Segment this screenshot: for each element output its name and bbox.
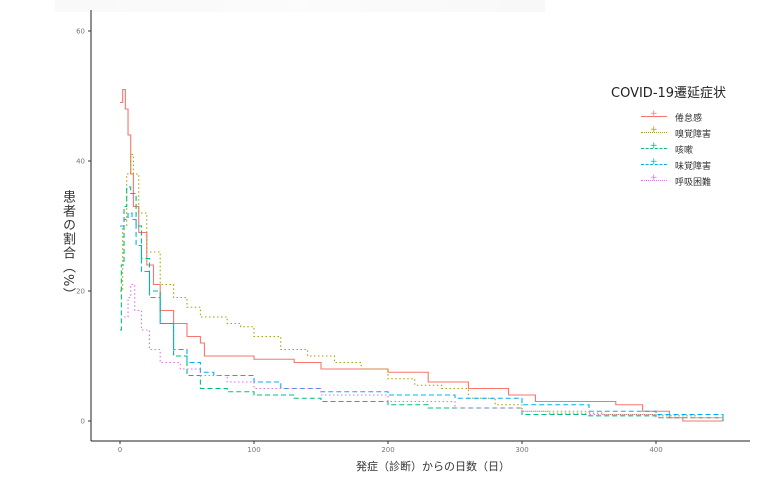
legend-label: 倦怠感: [675, 113, 703, 124]
series-line-5: [124, 283, 724, 421]
x-tick-label: 100: [247, 446, 260, 454]
series-line-1: [120, 88, 723, 422]
series-line-3: [120, 186, 724, 421]
y-tick-label: 20: [76, 288, 85, 296]
legend-label: 嗅覚障害: [675, 129, 712, 140]
legend-item: + 倦怠感: [641, 109, 726, 125]
legend-line-swatch-icon: +: [641, 173, 667, 183]
legend-line-swatch-icon: +: [641, 141, 667, 151]
x-tick-label: 400: [649, 446, 662, 454]
legend-line-swatch-icon: +: [641, 109, 667, 119]
faded-header-band: [55, 0, 545, 12]
y-ticks: 0 20 40 60: [76, 28, 91, 426]
series-line-2: [120, 153, 724, 421]
y-tick-label: 60: [76, 28, 85, 36]
y-tick-label: 0: [81, 418, 85, 426]
x-axis-label: 発症（診断）からの日数（日）: [356, 460, 510, 473]
x-tick-label: 200: [381, 446, 394, 454]
y-tick-label: 40: [76, 158, 85, 166]
legend-line-swatch-icon: +: [641, 157, 667, 167]
x-ticks: 0 100 200 300 400: [118, 441, 663, 454]
y-axis-label: 患者の割合（%）: [60, 190, 75, 302]
series-line-4: [120, 212, 724, 421]
legend-label: 呼吸困難: [675, 177, 712, 188]
x-tick-label: 300: [515, 446, 528, 454]
legend-label: 咳嗽: [675, 145, 694, 156]
legend-title: COVID-19遷延症状: [611, 86, 727, 101]
legend-label: 味覚障害: [675, 161, 712, 172]
legend-line-swatch-icon: +: [641, 125, 667, 135]
series-lines: [120, 88, 724, 422]
legend-item: + 嗅覚障害: [641, 125, 726, 141]
x-tick-label: 0: [118, 446, 122, 454]
legend-item: + 味覚障害: [641, 157, 726, 173]
legend: COVID-19遷延症状 + 倦怠感 + 嗅覚障害 + 咳嗽 + 味覚障害 + 呼吸困難: [611, 82, 726, 189]
legend-item: + 呼吸困難: [641, 173, 726, 189]
legend-item: + 咳嗽: [641, 141, 726, 157]
